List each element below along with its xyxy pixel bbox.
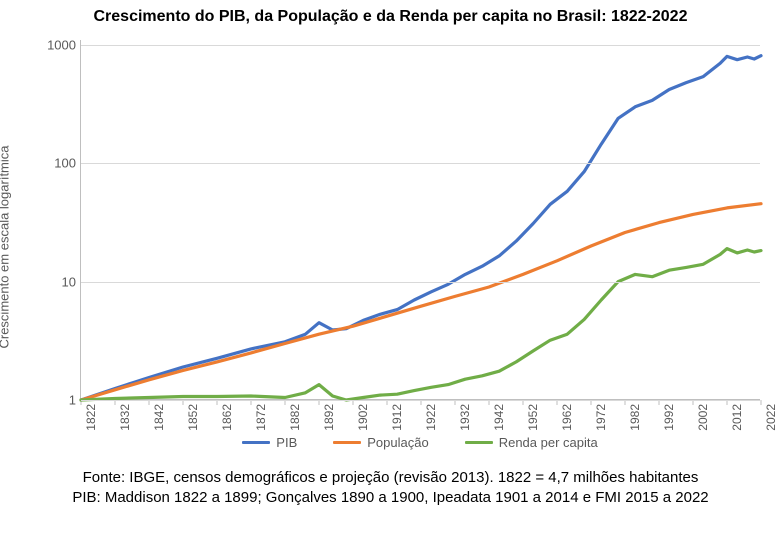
x-tick-label: 1902 (356, 404, 370, 431)
legend-item: Renda per capita (465, 435, 598, 450)
legend-label: PIB (276, 435, 297, 450)
x-tick-label: 2002 (696, 404, 710, 431)
x-tick-label: 1832 (118, 404, 132, 431)
x-tick-label: 1922 (424, 404, 438, 431)
series-line-pib (81, 56, 761, 400)
gridline (81, 282, 760, 283)
x-tick-label: 1862 (220, 404, 234, 431)
y-tick-label: 100 (26, 156, 76, 171)
footer-line2: PIB: Maddison 1822 a 1899; Gonçalves 189… (10, 488, 771, 508)
plot-area (80, 40, 760, 400)
x-tick-label: 1872 (254, 404, 268, 431)
legend-item: População (333, 435, 428, 450)
x-tick-label: 1962 (560, 404, 574, 431)
x-tick-label: 2012 (730, 404, 744, 431)
gridline (81, 45, 760, 46)
x-tick-label: 1952 (526, 404, 540, 431)
x-tick-label: 1892 (322, 404, 336, 431)
legend-swatch (333, 441, 361, 445)
series-line-renda-per-capita (81, 249, 761, 400)
gridline (81, 400, 760, 401)
x-tick-label: 1912 (390, 404, 404, 431)
chart-svg (81, 40, 760, 399)
x-tick-label: 1992 (662, 404, 676, 431)
x-tick-label: 1942 (492, 404, 506, 431)
legend: PIB População Renda per capita (80, 432, 760, 450)
y-axis-label: Crescimento em escala logarítmica (0, 145, 12, 348)
legend-swatch (465, 441, 493, 445)
x-tick-label: 2022 (764, 404, 778, 431)
x-tick-label: 1842 (152, 404, 166, 431)
source-footer: Fonte: IBGE, censos demográficos e proje… (10, 468, 771, 509)
legend-label: População (367, 435, 428, 450)
series-line-população (81, 204, 761, 400)
y-tick-label: 1000 (26, 37, 76, 52)
x-tick-label: 1982 (628, 404, 642, 431)
x-tick-label: 1972 (594, 404, 608, 431)
y-tick-label: 10 (26, 274, 76, 289)
x-tick-label: 1852 (186, 404, 200, 431)
x-tick-label: 1932 (458, 404, 472, 431)
x-tick-label: 1882 (288, 404, 302, 431)
y-tick-label: 1 (26, 393, 76, 408)
x-tick-label: 1822 (84, 404, 98, 431)
chart-title: Crescimento do PIB, da População e da Re… (10, 8, 771, 26)
legend-swatch (242, 441, 270, 445)
gridline (81, 163, 760, 164)
legend-item: PIB (242, 435, 297, 450)
chart-container: Crescimento em escala logarítmica 110100… (10, 32, 770, 462)
legend-label: Renda per capita (499, 435, 598, 450)
footer-line1: Fonte: IBGE, censos demográficos e proje… (10, 468, 771, 488)
